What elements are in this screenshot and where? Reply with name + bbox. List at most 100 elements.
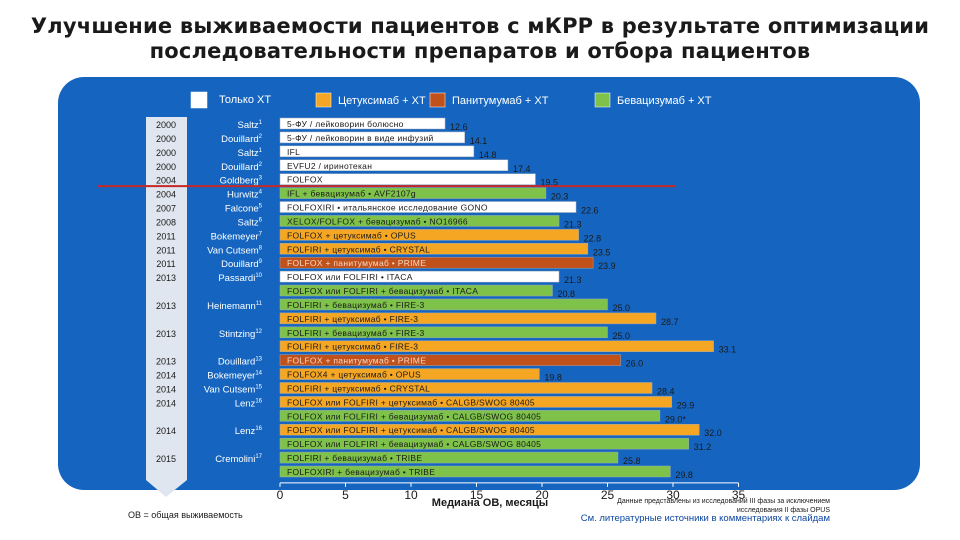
bar-label-25: FOLFOXIRI + бевацизумаб • TRIBE [287, 467, 435, 477]
value-label-12: 20.8 [557, 289, 575, 299]
author-ref-4: 3 [259, 176, 263, 182]
value-label-17: 26.0 [626, 359, 644, 369]
year-column [146, 117, 187, 497]
value-label-0: 12.6 [450, 122, 468, 132]
value-label-16: 33.1 [719, 345, 737, 355]
author-ref-13: 11 [256, 301, 263, 307]
bar-label-7: XELOX/FOLFOX + бевацизумаб • NO16966 [287, 216, 468, 226]
bar-15 [279, 326, 608, 339]
bar-0 [279, 117, 446, 130]
author-20: Lenz16 [235, 398, 263, 409]
bar-label-3: EVFU2 / иринотекан [287, 161, 372, 171]
bar-label-1: 5-ФУ / лейковорин в виде инфузий [287, 133, 434, 143]
year-0: 2000 [156, 120, 176, 130]
author-ref-3: 2 [259, 162, 263, 168]
bar-label-11: FOLFOX или FOLFIRI • ITACA [287, 272, 413, 282]
title-line-2: последовательности препаратов и отбора п… [149, 39, 811, 63]
bar-18 [279, 368, 540, 380]
year-1: 2000 [156, 134, 176, 144]
value-label-8: 22.8 [584, 233, 602, 243]
bar-label-2: IFL [287, 147, 300, 157]
x-tick-label-30: 30 [666, 488, 680, 502]
value-label-3: 17.4 [513, 164, 531, 174]
bar-12 [279, 284, 553, 297]
bar-label-24: FOLFIRI + бевацизумаб • TRIBE [287, 453, 422, 463]
author-ref-9: 8 [259, 245, 263, 251]
value-label-14: 28.7 [661, 317, 679, 327]
author-0: Saltz1 [238, 120, 263, 131]
legend-swatch-bevacizumab [594, 92, 611, 108]
bar-13 [279, 298, 608, 311]
title-line-1: Улучшение выживаемости пациентов с мКРР … [30, 14, 930, 38]
author-11: Passardi10 [218, 273, 262, 284]
value-label-13: 25.0 [613, 303, 631, 313]
bar-16 [279, 340, 714, 352]
bar-14 [279, 312, 657, 325]
year-17: 2013 [156, 357, 176, 367]
legend-label-bevacizumab: Бевацизумаб + ХТ [617, 95, 712, 107]
bar-20 [279, 396, 672, 408]
value-label-19: 28.4 [657, 386, 675, 396]
year-7: 2008 [156, 217, 176, 227]
author-ref-10: 9 [259, 259, 263, 265]
x-tick-label-20: 20 [535, 488, 549, 502]
value-label-7: 21.3 [564, 219, 582, 229]
author-13: Heinemann11 [207, 301, 262, 312]
value-label-11: 21.3 [564, 275, 582, 285]
bar-label-5: IFL + бевацизумаб • AVF2107g [287, 189, 416, 199]
year-9: 2011 [156, 245, 175, 255]
bar-3 [279, 159, 509, 172]
year-4: 2004 [156, 176, 176, 186]
bar-label-14: FOLFIRI + цетуксимаб • FIRE-3 [287, 314, 418, 324]
bar-label-9: FOLFIRI + цетуксимаб • CRYSTAL [287, 244, 430, 254]
year-11: 2013 [156, 273, 176, 283]
legend-swatch-chemo [190, 91, 208, 109]
bar-label-20: FOLFOX или FOLFIRI + цетуксимаб • CALGB/… [287, 397, 535, 407]
bar-label-17: FOLFOX + панитумумаб • PRIME [287, 356, 426, 366]
author-15: Stintzing12 [219, 329, 263, 340]
x-tick-label-15: 15 [470, 488, 484, 502]
bar-label-0: 5-ФУ / лейковорин болюсно [287, 119, 404, 129]
year-6: 2007 [156, 204, 176, 214]
author-ref-8: 7 [259, 231, 263, 237]
bar-label-23: FOLFOX или FOLFIRI + бевацизумаб • CALGB… [287, 439, 541, 449]
bar-label-19: FOLFIRI + цетуксимаб • CRYSTAL [287, 383, 430, 393]
author-ref-0: 1 [259, 120, 263, 126]
value-label-21: 29.0* [665, 414, 687, 424]
author-ref-17: 13 [255, 357, 262, 363]
author-24: Cremolini17 [215, 454, 262, 465]
bar-label-8: FOLFOX + цетуксимаб • OPUS [287, 230, 416, 240]
author-ref-11: 10 [255, 273, 262, 279]
value-label-2: 14.8 [479, 150, 497, 160]
bar-4 [279, 173, 536, 185]
year-3: 2000 [156, 162, 176, 172]
x-tick-label-10: 10 [404, 488, 418, 502]
bar-label-13: FOLFIRI + бевацизумаб • FIRE-3 [287, 300, 425, 310]
value-label-4: 19.5 [540, 178, 558, 188]
year-5: 2004 [156, 190, 176, 200]
author-ref-19: 15 [255, 384, 262, 390]
author-ref-15: 12 [255, 329, 262, 335]
author-22: Lenz16 [235, 426, 263, 437]
legend-swatch-cetuximab [315, 92, 332, 108]
bar-19 [279, 382, 653, 394]
value-label-10: 23.9 [598, 261, 616, 271]
value-label-5: 20.3 [551, 192, 569, 202]
legend-label-chemo: Только ХТ [219, 94, 271, 106]
bar-21 [279, 410, 661, 422]
year-24: 2015 [156, 454, 176, 464]
value-label-18: 19.8 [544, 373, 562, 383]
x-tick-label-0: 0 [277, 488, 284, 502]
bar-label-4: FOLFOX [287, 175, 323, 185]
bar-9 [279, 243, 589, 255]
year-20: 2014 [156, 398, 176, 408]
bar-1 [279, 131, 465, 144]
author-9: Van Cutsem8 [207, 245, 263, 256]
author-ref-5: 4 [259, 190, 263, 196]
author-4: Goldberg3 [220, 176, 263, 187]
x-axis-label: Медиана ОВ, месяцы [431, 497, 549, 509]
year-8: 2011 [156, 231, 175, 241]
bar-label-21: FOLFOX или FOLFIRI + бевацизумаб • CALGB… [287, 411, 541, 421]
author-ref-20: 16 [255, 398, 262, 404]
